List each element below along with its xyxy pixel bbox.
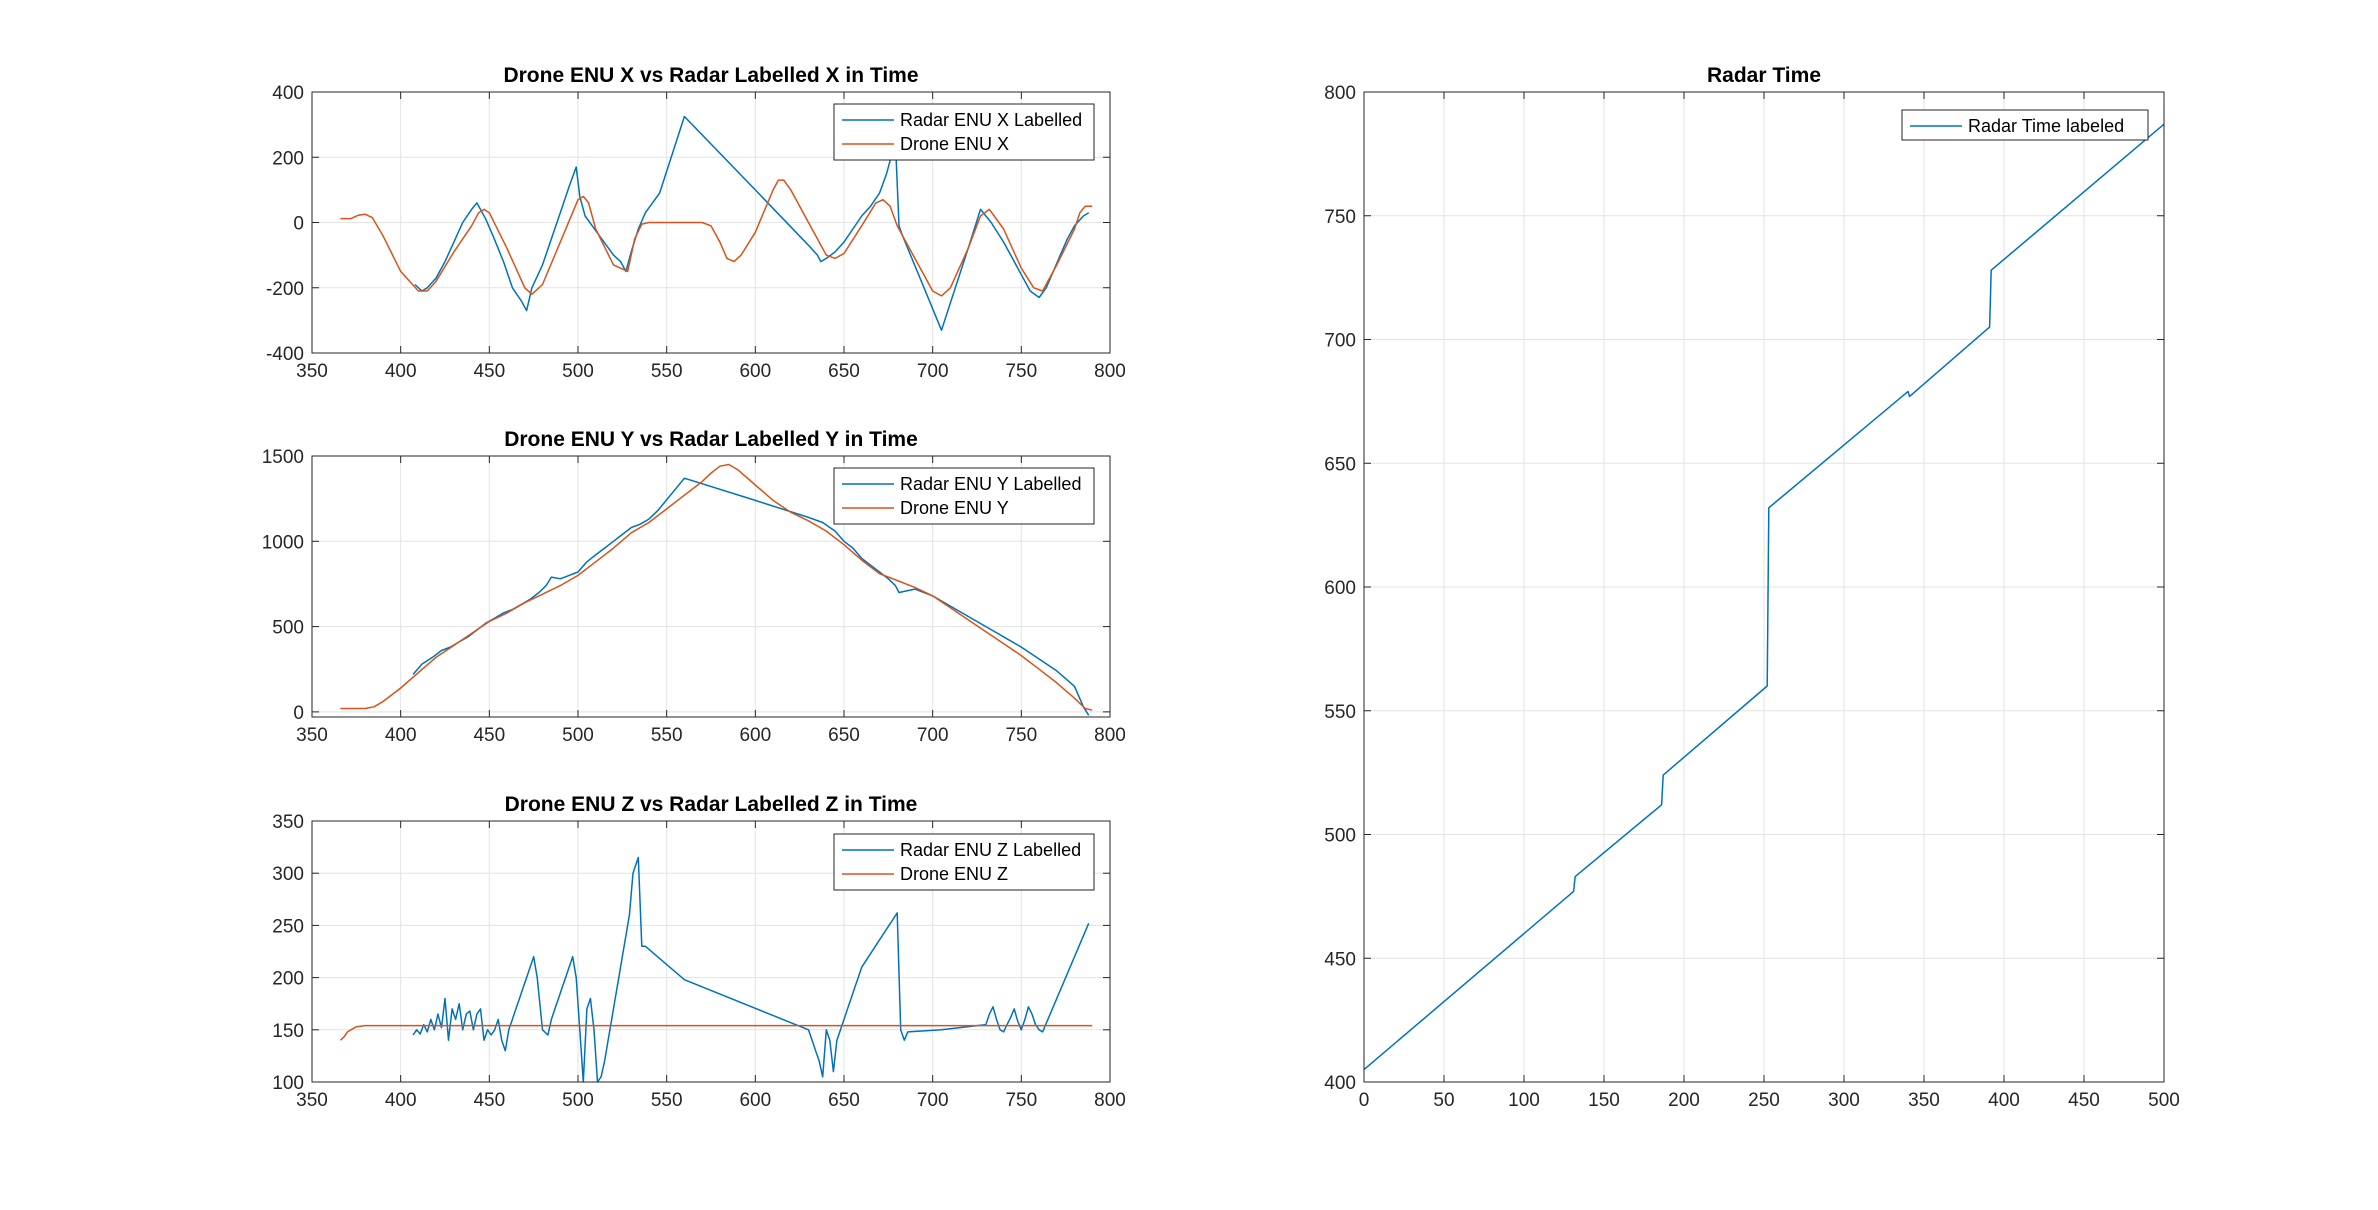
series-line-2 <box>340 463 1093 711</box>
x-tick-label: 350 <box>296 1090 328 1111</box>
x-tick-label: 750 <box>1005 1090 1037 1111</box>
legend: Radar ENU Y Labelled Drone ENU Y <box>833 467 1095 525</box>
y-tick-label: 300 <box>272 864 304 885</box>
series-line-2 <box>340 179 1093 297</box>
x-tick-label: 600 <box>739 361 771 382</box>
x-tick-label: 750 <box>1005 725 1037 746</box>
y-tick-label: 400 <box>1324 1073 1356 1094</box>
x-tick-label: 650 <box>828 725 860 746</box>
legend-label: Radar ENU Y Labelled <box>900 474 1081 494</box>
legend-label: Drone ENU X <box>900 134 1009 154</box>
series-line-1 <box>414 115 1090 331</box>
y-tick-label: 100 <box>272 1073 304 1094</box>
x-tick-label: 450 <box>473 361 505 382</box>
y-tick-label: 150 <box>272 1021 304 1042</box>
x-tick-label: 700 <box>917 725 949 746</box>
x-tick-label: 400 <box>385 361 417 382</box>
x-tick-label: 400 <box>385 725 417 746</box>
legend: Radar ENU Z Labelled Drone ENU Z <box>833 833 1095 891</box>
x-tick-label: 450 <box>473 725 505 746</box>
legend-label: Radar ENU Z Labelled <box>900 840 1081 860</box>
legend-box <box>833 833 1095 891</box>
y-tick-label: 200 <box>272 969 304 990</box>
x-tick-label: 500 <box>562 361 594 382</box>
x-tick-label: 150 <box>1588 1090 1620 1111</box>
x-tick-label: 450 <box>473 1090 505 1111</box>
y-tick-label: 0 <box>293 214 304 235</box>
y-tick-label: 450 <box>1324 949 1356 970</box>
series-line-2 <box>339 1024 1093 1041</box>
x-tick-label: 350 <box>1908 1090 1940 1111</box>
x-tick-label: 550 <box>651 361 683 382</box>
x-tick-label: 100 <box>1508 1090 1540 1111</box>
x-tick-label: 400 <box>385 1090 417 1111</box>
x-tick-label: 800 <box>1094 725 1126 746</box>
legend-box <box>833 467 1095 525</box>
y-tick-label: 1000 <box>262 532 304 553</box>
y-tick-label: -200 <box>266 279 304 300</box>
axes-box <box>311 820 1111 1083</box>
y-tick-label: 650 <box>1324 454 1356 475</box>
series-line-1 <box>1363 123 2165 1071</box>
y-tick-label: 1500 <box>262 447 304 468</box>
x-tick-label: 500 <box>2148 1090 2180 1111</box>
legend: Radar Time labeled <box>1901 109 2149 141</box>
legend-label: Drone ENU Y <box>900 498 1009 518</box>
legend-label: Drone ENU Z <box>900 864 1008 884</box>
chart-title: Drone ENU Y vs Radar Labelled Y in Time <box>504 428 918 451</box>
y-tick-label: 700 <box>1324 331 1356 352</box>
x-tick-label: 750 <box>1005 361 1037 382</box>
x-tick-label: 350 <box>296 361 328 382</box>
y-tick-label: 0 <box>293 703 304 724</box>
legend-label: Radar Time labeled <box>1968 116 2124 136</box>
y-tick-label: -400 <box>266 344 304 365</box>
legend-label: Radar ENU X Labelled <box>900 110 1082 130</box>
x-tick-label: 500 <box>562 725 594 746</box>
x-tick-label: 600 <box>739 725 771 746</box>
x-tick-label: 450 <box>2068 1090 2100 1111</box>
legend-box <box>833 103 1095 161</box>
y-tick-label: 250 <box>272 916 304 937</box>
y-tick-label: 350 <box>272 812 304 833</box>
x-tick-label: 250 <box>1748 1090 1780 1111</box>
x-tick-label: 0 <box>1359 1090 1370 1111</box>
legend: Radar ENU X Labelled Drone ENU X <box>833 103 1095 161</box>
x-tick-label: 800 <box>1094 1090 1126 1111</box>
y-tick-label: 500 <box>272 618 304 639</box>
x-tick-label: 400 <box>1988 1090 2020 1111</box>
chart-title: Drone ENU Z vs Radar Labelled Z in Time <box>505 793 918 816</box>
y-tick-label: 400 <box>272 83 304 104</box>
x-tick-label: 700 <box>917 361 949 382</box>
chart-1: 350 400 450 500 550 600 650 700 750 800 -400 -200 0 2… <box>266 64 1126 382</box>
chart-title: Drone ENU X vs Radar Labelled X in Time <box>503 64 918 87</box>
x-tick-label: 550 <box>651 725 683 746</box>
x-tick-label: 200 <box>1668 1090 1700 1111</box>
chart-title: Radar Time <box>1707 64 1821 87</box>
y-tick-label: 750 <box>1324 207 1356 228</box>
x-tick-label: 500 <box>562 1090 594 1111</box>
y-tick-label: 200 <box>272 148 304 169</box>
x-tick-label: 300 <box>1828 1090 1860 1111</box>
chart-3: 350 400 450 500 550 600 650 700 750 800 100 150 200 2… <box>272 793 1126 1111</box>
y-tick-label: 600 <box>1324 578 1356 599</box>
x-tick-label: 650 <box>828 361 860 382</box>
x-tick-label: 350 <box>296 725 328 746</box>
x-tick-label: 650 <box>828 1090 860 1111</box>
x-tick-label: 800 <box>1094 361 1126 382</box>
x-tick-label: 550 <box>651 1090 683 1111</box>
x-tick-label: 50 <box>1433 1090 1454 1111</box>
legend-box <box>1901 109 2149 141</box>
axes-box <box>311 455 1111 718</box>
y-tick-label: 550 <box>1324 702 1356 723</box>
x-tick-label: 600 <box>739 1090 771 1111</box>
y-tick-label: 500 <box>1324 826 1356 847</box>
chart-4: 0 50 100 150 200 250 300 350 400 450 500 400 450 500 5… <box>1324 64 2180 1111</box>
chart-2: 350 400 450 500 550 600 650 700 750 800 0 500 1000 15… <box>262 428 1126 746</box>
x-tick-label: 700 <box>917 1090 949 1111</box>
y-tick-label: 800 <box>1324 83 1356 104</box>
